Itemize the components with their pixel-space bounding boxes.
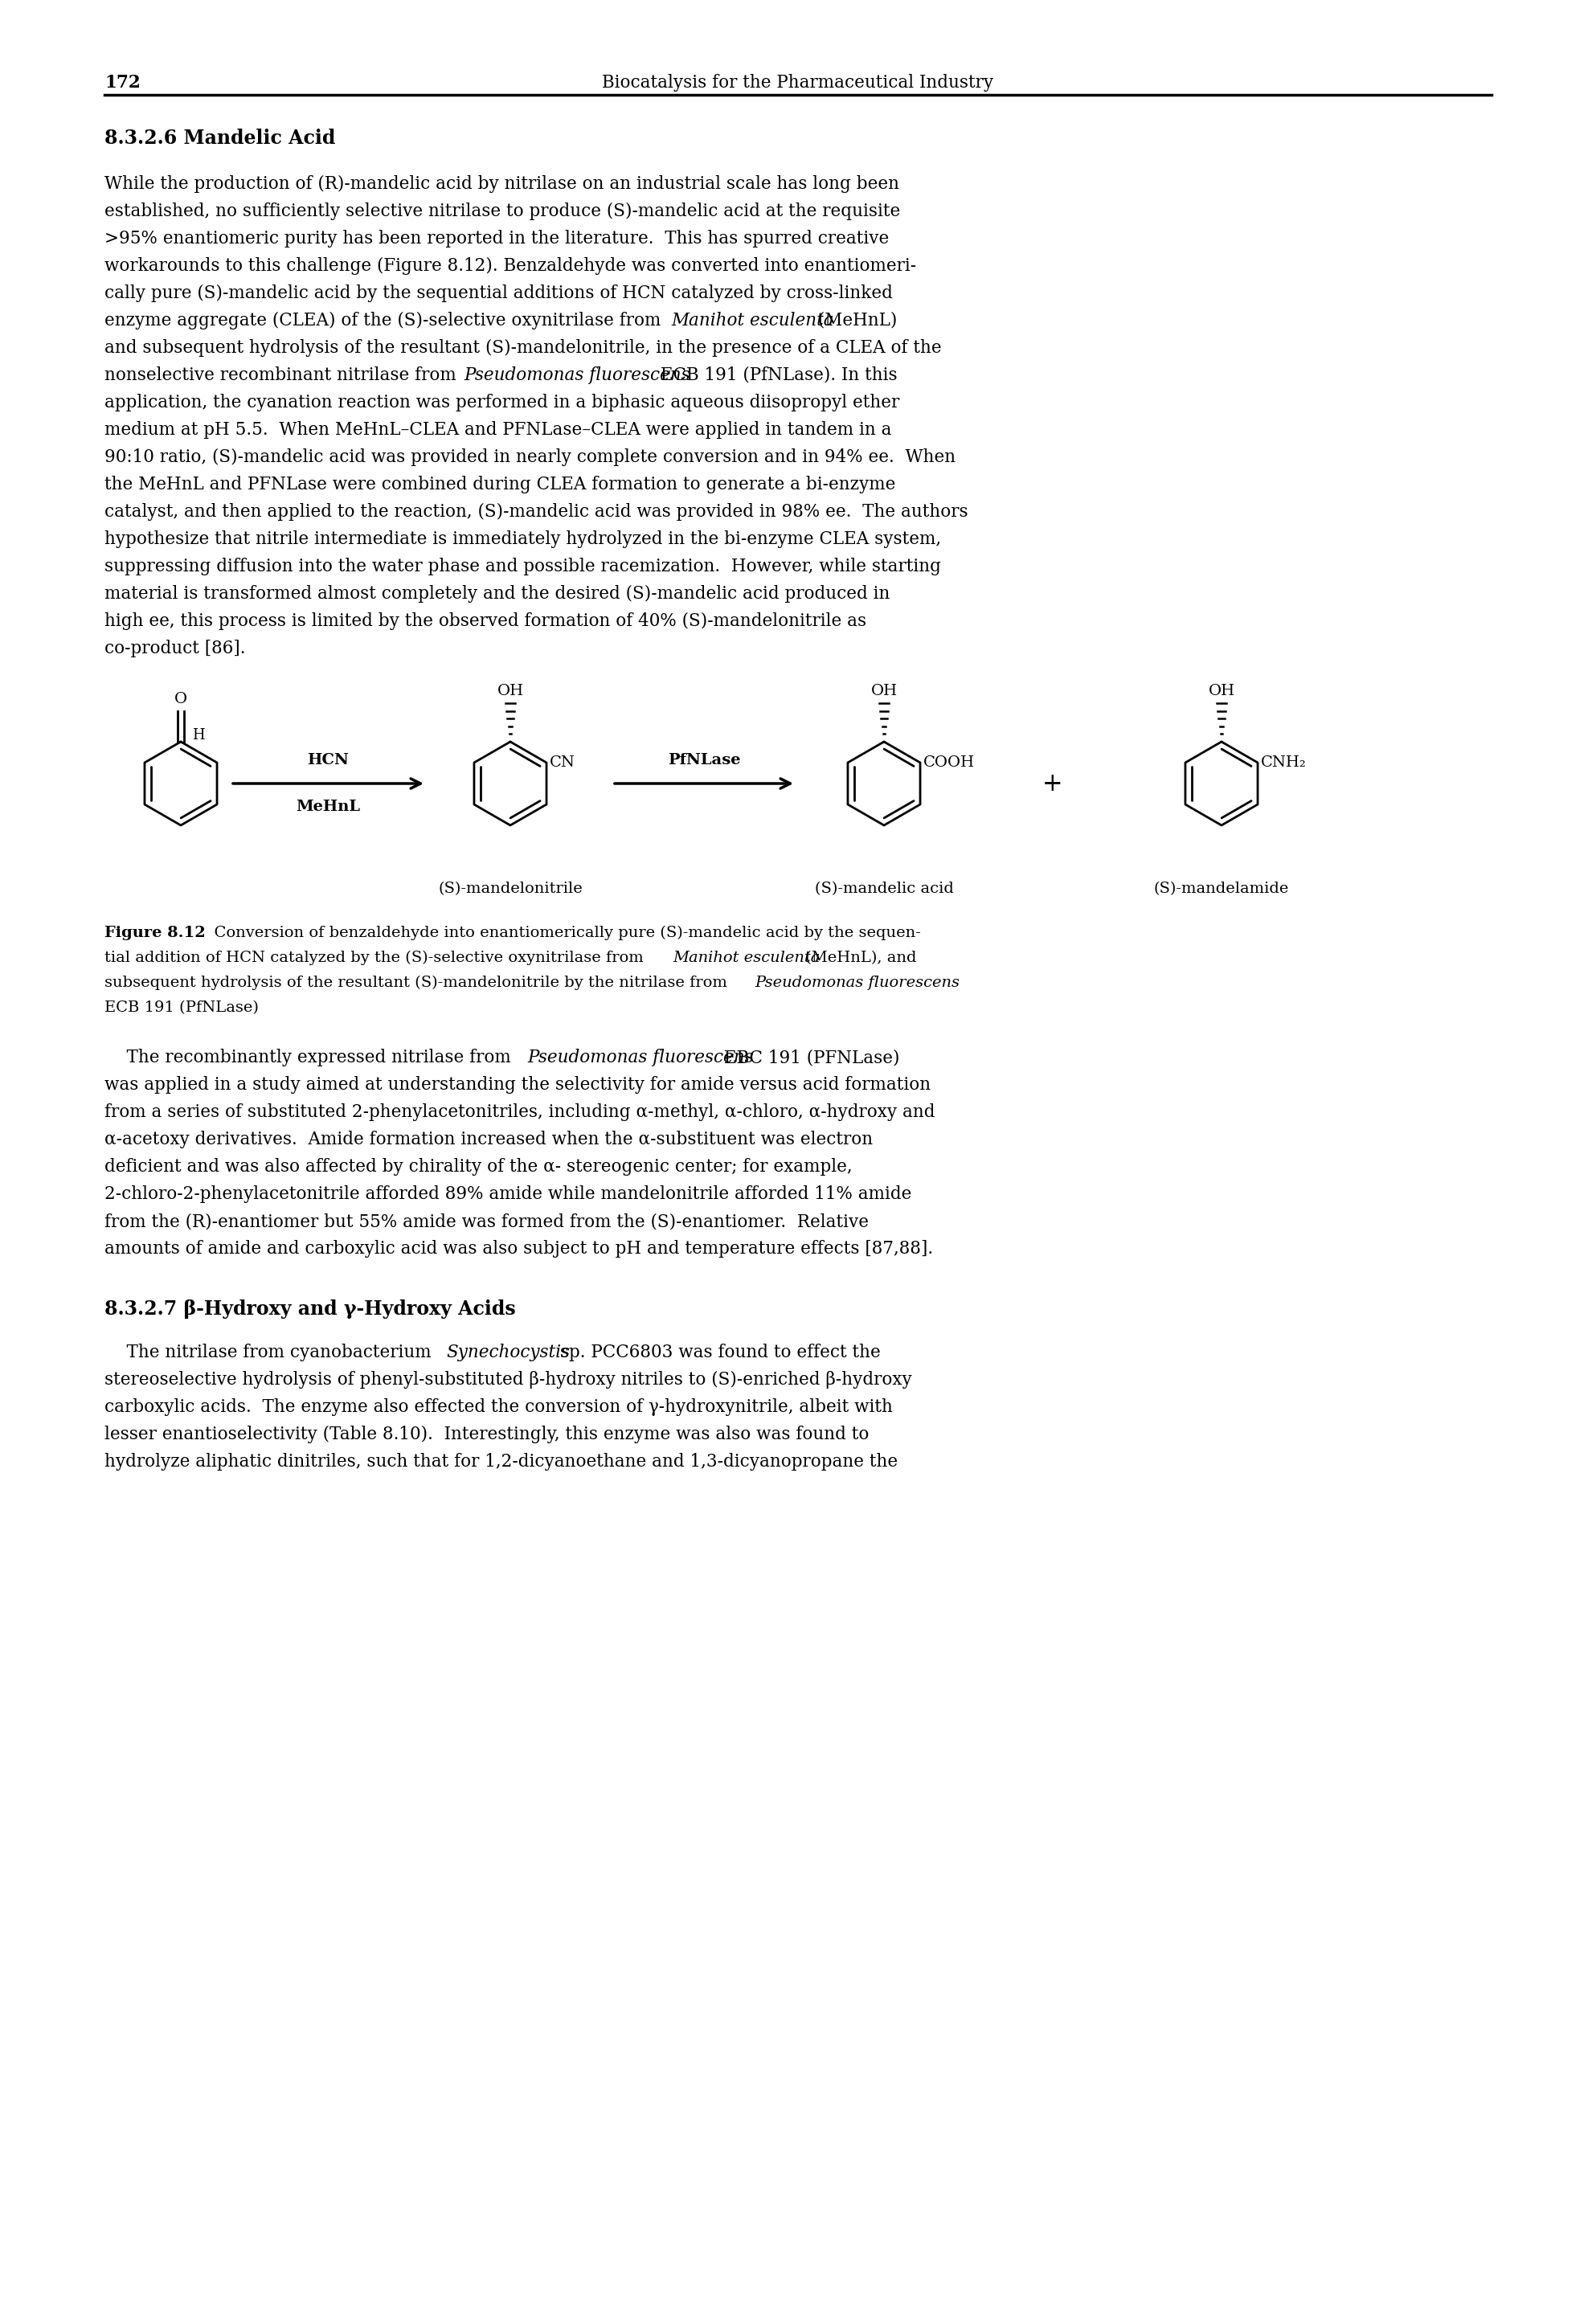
Text: from the (R)-enantiomer but 55% amide was formed from the (S)-enantiomer.  Relat: from the (R)-enantiomer but 55% amide wa… <box>104 1214 868 1230</box>
Text: OH: OH <box>1208 683 1235 699</box>
Text: CNH₂: CNH₂ <box>1261 755 1307 769</box>
Text: Biocatalysis for the Pharmaceutical Industry: Biocatalysis for the Pharmaceutical Indu… <box>602 74 994 93</box>
Text: subsequent hydrolysis of the resultant (S)-mandelonitrile by the nitrilase from: subsequent hydrolysis of the resultant (… <box>104 975 733 991</box>
Text: +: + <box>1042 771 1063 797</box>
Text: amounts of amide and carboxylic acid was also subject to pH and temperature effe: amounts of amide and carboxylic acid was… <box>104 1239 934 1258</box>
Text: sp. PCC6803 was found to effect the: sp. PCC6803 was found to effect the <box>554 1343 881 1362</box>
Text: medium at pH 5.5.  When MeHnL–CLEA and PFNLase–CLEA were applied in tandem in a: medium at pH 5.5. When MeHnL–CLEA and PF… <box>104 422 892 438</box>
Text: α-acetoxy derivatives.  Amide formation increased when the α-substituent was ele: α-acetoxy derivatives. Amide formation i… <box>104 1130 873 1149</box>
Text: cally pure (S)-mandelic acid by the sequential additions of HCN catalyzed by cro: cally pure (S)-mandelic acid by the sequ… <box>104 285 892 301</box>
Text: (S)-mandelamide: (S)-mandelamide <box>1154 882 1290 896</box>
Text: the MeHnL and PFNLase were combined during CLEA formation to generate a bi-enzym: the MeHnL and PFNLase were combined duri… <box>104 475 895 493</box>
Text: carboxylic acids.  The enzyme also effected the conversion of γ-hydroxynitrile, : carboxylic acids. The enzyme also effect… <box>104 1399 892 1415</box>
Text: CN: CN <box>549 755 575 769</box>
Text: The recombinantly expressed nitrilase from: The recombinantly expressed nitrilase fr… <box>104 1049 517 1065</box>
Text: Synechocystis: Synechocystis <box>447 1343 570 1362</box>
Text: application, the cyanation reaction was performed in a biphasic aqueous diisopro: application, the cyanation reaction was … <box>104 394 900 412</box>
Text: (MeHnL): (MeHnL) <box>812 313 897 329</box>
Text: Manihot esculenta: Manihot esculenta <box>674 950 820 966</box>
Text: OH: OH <box>871 683 897 699</box>
Text: hydrolyze aliphatic dinitriles, such that for 1,2-dicyanoethane and 1,3-dicyanop: hydrolyze aliphatic dinitriles, such tha… <box>104 1452 897 1471</box>
Text: (S)-mandelonitrile: (S)-mandelonitrile <box>437 882 583 896</box>
Text: PfNLase: PfNLase <box>667 753 741 767</box>
Text: co-product [86].: co-product [86]. <box>104 639 246 658</box>
Text: Pseudomonas fluorescens: Pseudomonas fluorescens <box>755 975 959 989</box>
Text: Conversion of benzaldehyde into enantiomerically pure (S)-mandelic acid by the s: Conversion of benzaldehyde into enantiom… <box>204 926 921 940</box>
Text: from a series of substituted 2-phenylacetonitriles, including α-methyl, α-chloro: from a series of substituted 2-phenylace… <box>104 1102 935 1121</box>
Text: high ee, this process is limited by the observed formation of 40% (S)-mandelonit: high ee, this process is limited by the … <box>104 611 867 630</box>
Text: Manihot esculenta: Manihot esculenta <box>672 313 835 329</box>
Text: Pseudomonas fluorescens: Pseudomonas fluorescens <box>527 1049 753 1065</box>
Text: suppressing diffusion into the water phase and possible racemization.  However, : suppressing diffusion into the water pha… <box>104 558 942 574</box>
Text: OH: OH <box>496 683 523 699</box>
Text: O: O <box>174 692 187 706</box>
Text: established, no sufficiently selective nitrilase to produce (S)-mandelic acid at: established, no sufficiently selective n… <box>104 201 900 220</box>
Text: stereoselective hydrolysis of phenyl-substituted β-hydroxy nitriles to (S)-enric: stereoselective hydrolysis of phenyl-sub… <box>104 1371 911 1390</box>
Text: enzyme aggregate (CLEA) of the (S)-selective oxynitrilase from: enzyme aggregate (CLEA) of the (S)-selec… <box>104 313 667 329</box>
Text: HCN: HCN <box>308 753 350 767</box>
Text: ECB 191 (PfNLase). In this: ECB 191 (PfNLase). In this <box>656 366 897 384</box>
Text: 2-chloro-2-phenylacetonitrile afforded 89% amide while mandelonitrile afforded 1: 2-chloro-2-phenylacetonitrile afforded 8… <box>104 1186 911 1202</box>
Text: >95% enantiomeric purity has been reported in the literature.  This has spurred : >95% enantiomeric purity has been report… <box>104 229 889 248</box>
Text: ECB 191 (PfNLase): ECB 191 (PfNLase) <box>104 1001 259 1014</box>
Text: hypothesize that nitrile intermediate is immediately hydrolyzed in the bi-enzyme: hypothesize that nitrile intermediate is… <box>104 530 942 549</box>
Text: MeHnL: MeHnL <box>297 799 361 813</box>
Text: 172: 172 <box>104 74 140 93</box>
Text: deficient and was also affected by chirality of the α- stereogenic center; for e: deficient and was also affected by chira… <box>104 1158 852 1177</box>
Text: While the production of (R)-mandelic acid by nitrilase on an industrial scale ha: While the production of (R)-mandelic aci… <box>104 176 899 192</box>
Text: H: H <box>192 727 204 743</box>
Text: catalyst, and then applied to the reaction, (S)-mandelic acid was provided in 98: catalyst, and then applied to the reacti… <box>104 503 969 521</box>
Text: (MeHnL), and: (MeHnL), and <box>801 950 916 966</box>
Text: tial addition of HCN catalyzed by the (S)-selective oxynitrilase from: tial addition of HCN catalyzed by the (S… <box>104 950 648 966</box>
Text: The nitrilase from cyanobacterium: The nitrilase from cyanobacterium <box>104 1343 437 1362</box>
Text: lesser enantioselectivity (Table 8.10).  Interestingly, this enzyme was also was: lesser enantioselectivity (Table 8.10). … <box>104 1427 868 1443</box>
Text: (S)-mandelic acid: (S)-mandelic acid <box>814 882 953 896</box>
Text: COOH: COOH <box>924 755 975 769</box>
Text: nonselective recombinant nitrilase from: nonselective recombinant nitrilase from <box>104 366 461 384</box>
Text: and subsequent hydrolysis of the resultant (S)-mandelonitrile, in the presence o: and subsequent hydrolysis of the resulta… <box>104 338 942 357</box>
Text: Figure 8.12: Figure 8.12 <box>104 926 206 940</box>
Text: Pseudomonas fluorescens: Pseudomonas fluorescens <box>464 366 691 384</box>
Text: 90:10 ratio, (S)-mandelic acid was provided in nearly complete conversion and in: 90:10 ratio, (S)-mandelic acid was provi… <box>104 449 956 466</box>
Text: was applied in a study aimed at understanding the selectivity for amide versus a: was applied in a study aimed at understa… <box>104 1077 930 1093</box>
Text: 8.3.2.7 β-Hydroxy and γ-Hydroxy Acids: 8.3.2.7 β-Hydroxy and γ-Hydroxy Acids <box>104 1299 516 1318</box>
Text: 8.3.2.6 Mandelic Acid: 8.3.2.6 Mandelic Acid <box>104 130 335 148</box>
Text: workarounds to this challenge (Figure 8.12). Benzaldehyde was converted into ena: workarounds to this challenge (Figure 8.… <box>104 257 916 276</box>
Text: material is transformed almost completely and the desired (S)-mandelic acid prod: material is transformed almost completel… <box>104 586 891 602</box>
Text: EBC 191 (PFNLase): EBC 191 (PFNLase) <box>718 1049 900 1065</box>
